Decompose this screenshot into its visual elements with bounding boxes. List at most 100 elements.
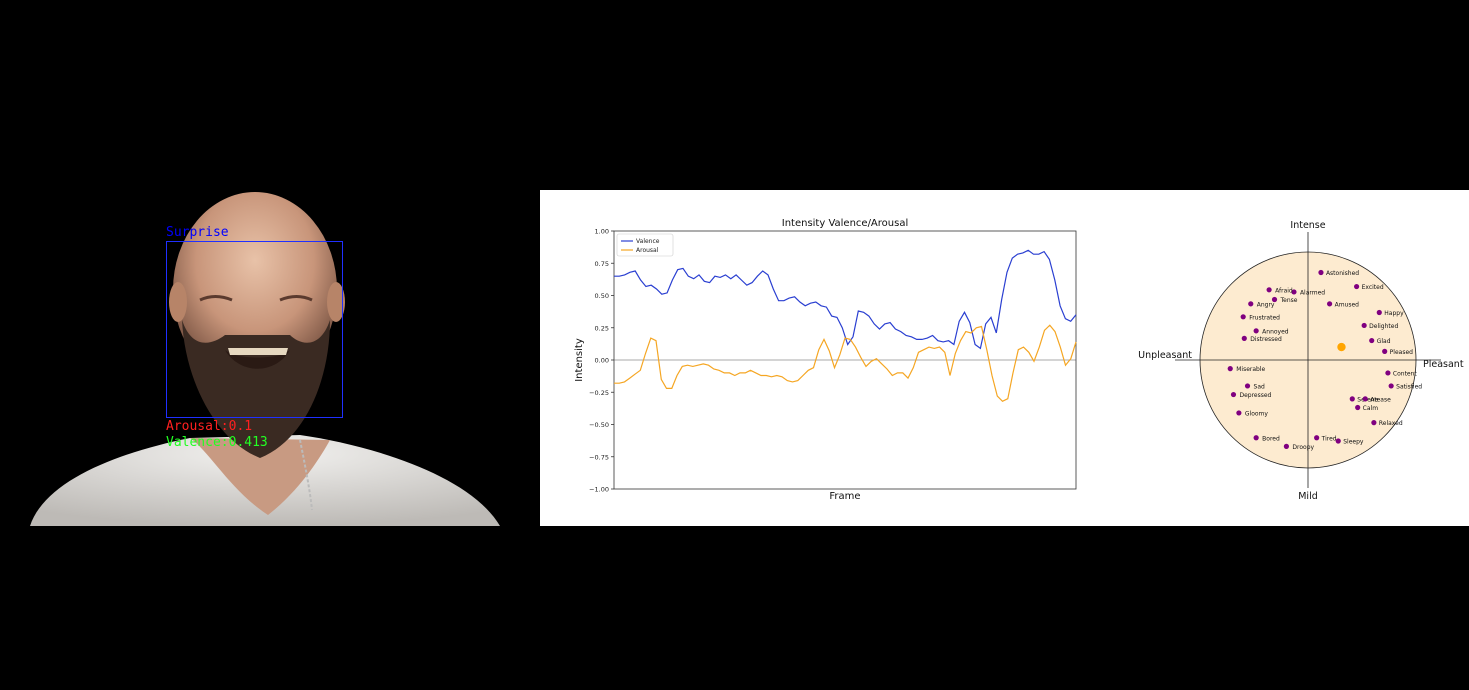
emotion-point: Sad — [1244, 383, 1265, 390]
video-frame: Surprise Arousal:0.1 Valence:0.413 — [0, 190, 540, 526]
emotion-label: Amused — [1335, 301, 1360, 308]
x-axis-label: Frame — [829, 491, 860, 502]
emotion-dot — [1349, 396, 1355, 402]
emotion-dot — [1241, 335, 1247, 341]
emotion-label: Frustrated — [1249, 314, 1280, 321]
emotion-label: Astonished — [1326, 270, 1359, 277]
legend: Valence Arousal — [616, 233, 674, 257]
emotion-point: Sleepy — [1335, 438, 1364, 446]
emotion-point: Relaxed — [1371, 420, 1403, 427]
emotion-dot — [1253, 328, 1259, 334]
axis-label-mild: Mild — [1298, 491, 1318, 502]
emotion-label: Alarmed — [1300, 289, 1325, 296]
charts-svg: 1.00 0.75 0.50 0.25 0.00 −0.25 −0.50 −0.75 −1.00… — [574, 218, 1464, 502]
emotion-label: Distressed — [1250, 336, 1282, 343]
emotion-dot — [1361, 322, 1367, 329]
emotion-point: Angry — [1248, 301, 1275, 308]
emotion-point: Frustrated — [1240, 314, 1280, 321]
emotion-point: Delighted — [1361, 322, 1398, 330]
series-line-valence — [614, 249, 1077, 350]
axis-label-pleasant: Pleasant — [1423, 359, 1464, 370]
emotion-label: Pleased — [1390, 349, 1413, 356]
emotion-point: Distressed — [1241, 335, 1282, 343]
emotion-point: Depressed — [1230, 391, 1272, 399]
emotion-dot — [1236, 410, 1242, 416]
emotion-point: Tense — [1271, 296, 1298, 304]
y-tick-label: −1.00 — [589, 486, 609, 494]
legend-label: Arousal — [636, 247, 659, 254]
emotion-point: Alarmed — [1291, 289, 1325, 296]
emotion-dot — [1355, 404, 1361, 411]
emotion-label: Tired — [1321, 435, 1337, 442]
series-line-arousal — [614, 324, 1077, 403]
emotion-label: Afraid — [1275, 287, 1293, 294]
emotion-point: Glad — [1369, 337, 1391, 345]
emotion-point: Satisfied — [1388, 383, 1422, 390]
emotion-label: Droopy — [1292, 444, 1314, 451]
emotion-point: Content — [1385, 370, 1417, 377]
emotion-label: Serene — [1357, 396, 1378, 403]
y-tick-label: −0.25 — [589, 389, 609, 397]
emotion-label: Gloomy — [1245, 410, 1269, 417]
emotion-dot — [1335, 438, 1341, 444]
y-tick-label: 0.75 — [595, 260, 609, 268]
emotion-point: Droopy — [1283, 443, 1315, 451]
emotion-dot — [1283, 443, 1289, 449]
emotion-dot — [1327, 301, 1333, 307]
emotion-dot — [1354, 283, 1360, 290]
emotion-label: Tense — [1280, 297, 1298, 304]
emotion-point: Bored — [1253, 435, 1280, 442]
emotion-dot — [1318, 269, 1324, 276]
emotion-dot — [1271, 296, 1278, 303]
emotion-point: Atease — [1362, 396, 1391, 403]
emotion-dot — [1382, 348, 1388, 354]
emotion-label: Delighted — [1369, 323, 1398, 330]
y-tick-label: 0.00 — [595, 357, 609, 365]
emotion-label: Depressed — [1239, 392, 1271, 399]
emotion-dot — [1371, 420, 1377, 426]
y-axis-label: Intensity — [574, 338, 585, 382]
y-tick-label: 1.00 — [595, 228, 609, 236]
emotion-label: Surprise — [166, 225, 229, 240]
emotion-dot — [1362, 396, 1368, 402]
emotion-point: Pleased — [1382, 348, 1413, 356]
emotion-dot — [1227, 366, 1233, 372]
emotion-point: Tired — [1314, 435, 1337, 442]
arousal-label: Arousal:0.1 — [166, 419, 253, 434]
emotion-point: Happy — [1376, 309, 1404, 317]
emotion-point: Astonished — [1318, 269, 1359, 277]
emotion-label: Excited — [1362, 284, 1384, 291]
y-tick-label: −0.50 — [589, 421, 609, 429]
y-tick-label: 0.50 — [595, 292, 609, 300]
emotion-dot — [1253, 435, 1259, 441]
axis-label-intense: Intense — [1290, 220, 1325, 231]
emotion-label: Content — [1393, 370, 1418, 377]
emotion-dot — [1266, 287, 1272, 293]
emotion-point: Calm — [1355, 404, 1379, 412]
axis-label-unpleasant: Unpleasant — [1138, 350, 1192, 361]
valence-label: Valence:0.413 — [166, 435, 268, 450]
emotion-label: Atease — [1370, 396, 1391, 403]
emotion-dot — [1376, 309, 1382, 316]
emotion-label: Calm — [1363, 405, 1379, 412]
emotion-dot — [1314, 435, 1320, 441]
y-tick-label: −0.75 — [589, 453, 609, 461]
emotion-label: Sleepy — [1343, 439, 1364, 446]
emotion-dot — [1248, 301, 1254, 307]
emotion-point: Amused — [1327, 301, 1359, 308]
emotion-label: Bored — [1262, 435, 1280, 442]
emotion-label: Glad — [1377, 338, 1391, 345]
legend-label: Valence — [636, 238, 660, 245]
face-bounding-box — [166, 241, 343, 418]
emotion-point: Excited — [1354, 283, 1384, 291]
line-chart-title: Intensity Valence/Arousal — [782, 218, 909, 229]
emotion-dot — [1291, 289, 1297, 295]
emotion-label: Miserable — [1236, 366, 1265, 373]
current-state-dot — [1337, 342, 1346, 352]
emotion-dot — [1385, 370, 1391, 376]
emotion-label: Annoyed — [1262, 328, 1289, 335]
emotion-dot — [1388, 383, 1394, 389]
emotion-point: Annoyed — [1253, 328, 1289, 335]
emotion-dot — [1240, 314, 1246, 320]
emotion-point: Serene — [1349, 396, 1379, 403]
